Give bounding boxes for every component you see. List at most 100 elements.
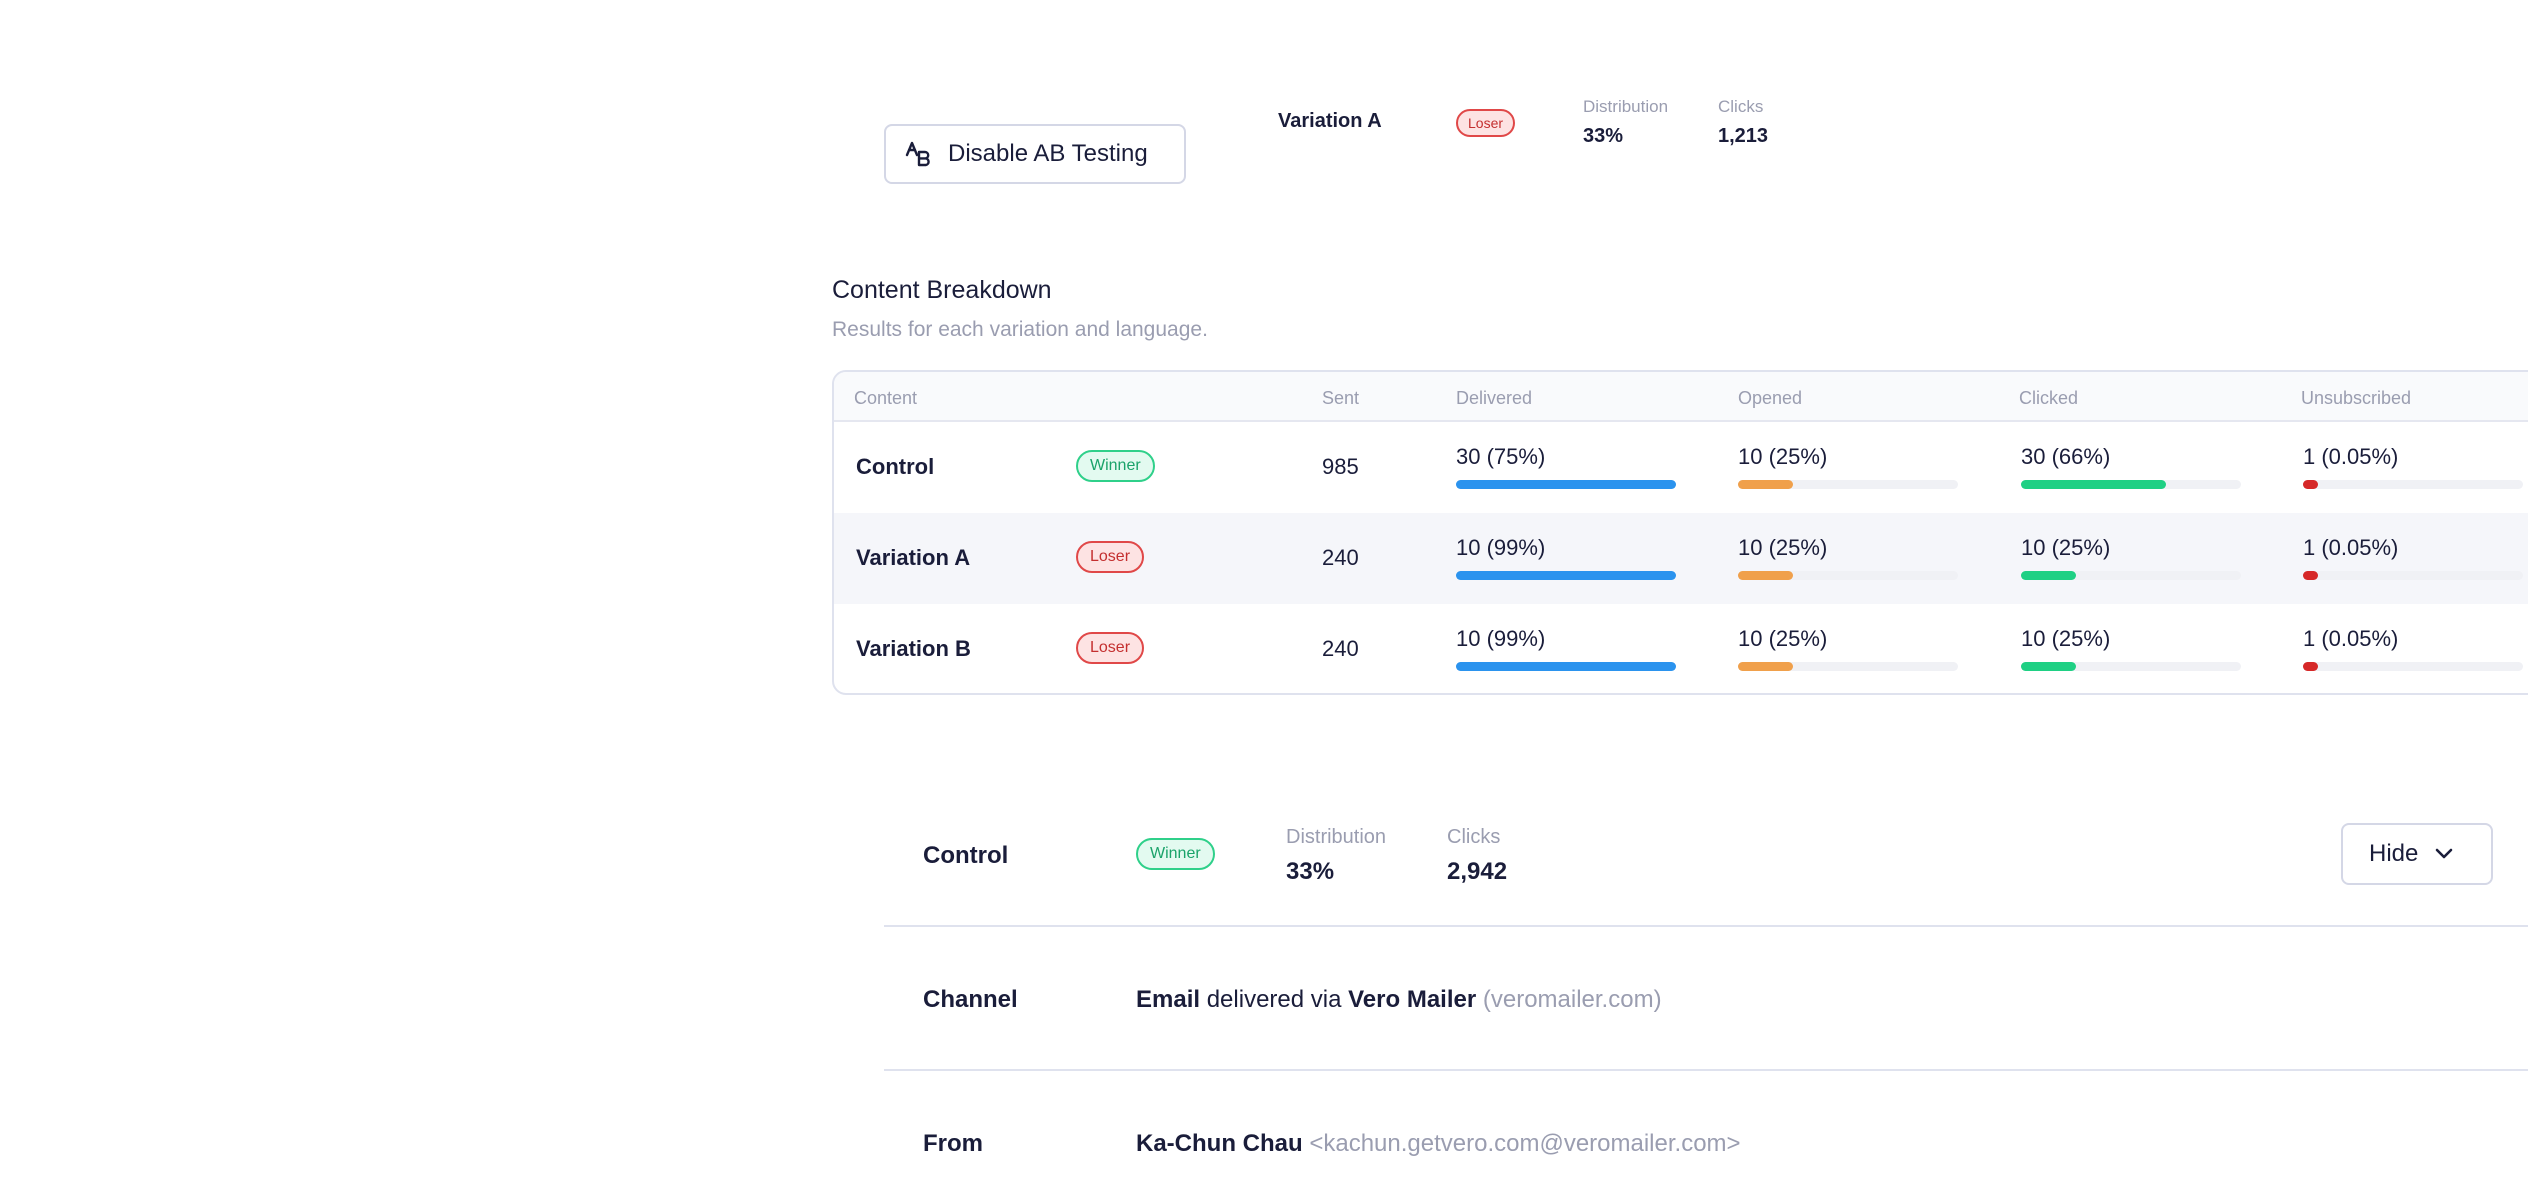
opened-progress-track bbox=[1738, 571, 1958, 580]
disable-ab-testing-label: Disable AB Testing bbox=[948, 140, 1148, 167]
channel-value: Email delivered via Vero Mailer (veromai… bbox=[1136, 986, 1662, 1014]
row-unsubscribed: 1 (0.05%) bbox=[2303, 535, 2525, 580]
delivered-progress-fill bbox=[1456, 480, 1676, 489]
delivered-progress-track bbox=[1456, 571, 1676, 580]
variation-detail-name: Control bbox=[923, 842, 1009, 869]
clicked-progress-fill bbox=[2021, 662, 2076, 671]
channel-label: Channel bbox=[923, 986, 1018, 1013]
hide-button-label: Hide bbox=[2369, 840, 2419, 867]
top-status-badge: Loser bbox=[1456, 109, 1516, 137]
opened-progress-track bbox=[1738, 480, 1958, 489]
hide-button[interactable]: Hide bbox=[2341, 823, 2493, 885]
row-content-name: Variation B bbox=[856, 636, 971, 661]
ab-test-icon bbox=[905, 141, 930, 167]
delivered-value: 10 (99%) bbox=[1456, 535, 1546, 560]
clicked-progress-fill bbox=[2021, 480, 2167, 489]
delivered-value: 30 (75%) bbox=[1456, 444, 1546, 469]
variation-detail-badge: Winner bbox=[1136, 838, 1215, 870]
row-delivered: 30 (75%) bbox=[1456, 444, 1678, 489]
row-unsubscribed: 1 (0.05%) bbox=[2303, 626, 2525, 671]
channel-type: Email bbox=[1136, 986, 1201, 1013]
channel-domain: (veromailer.com) bbox=[1482, 986, 1662, 1013]
row-clicked: 10 (25%) bbox=[2021, 535, 2243, 580]
row-opened: 10 (25%) bbox=[1738, 535, 1960, 580]
row-sent-value: 240 bbox=[1322, 545, 1359, 570]
clicked-progress-track bbox=[2021, 662, 2241, 671]
delivered-progress-fill bbox=[1456, 571, 1676, 580]
row-delivered: 10 (99%) bbox=[1456, 535, 1678, 580]
header-opened: Opened bbox=[1738, 388, 1803, 408]
clicked-value: 10 (25%) bbox=[2021, 535, 2111, 560]
row-status-badge: Loser bbox=[1076, 632, 1145, 664]
clicked-value: 30 (66%) bbox=[2021, 444, 2111, 469]
delivered-value: 10 (99%) bbox=[1456, 626, 1546, 651]
detail-clicks-value: 2,942 bbox=[1447, 858, 1508, 885]
from-value: Ka-Chun Chau <kachun.getvero.com@veromai… bbox=[1136, 1130, 1741, 1158]
row-content-name: Variation A bbox=[856, 545, 971, 570]
top-distribution-value: 33% bbox=[1583, 125, 1624, 147]
table-header: Content Sent Delivered Opened Clicked Un… bbox=[834, 372, 2528, 422]
header-unsubscribed: Unsubscribed bbox=[2301, 388, 2412, 408]
content-breakdown-subtitle: Results for each variation and language. bbox=[832, 318, 1208, 341]
row-delivered: 10 (99%) bbox=[1456, 626, 1678, 671]
opened-progress-fill bbox=[1738, 571, 1793, 580]
header-clicked: Clicked bbox=[2019, 388, 2079, 408]
clicked-value: 10 (25%) bbox=[2021, 626, 2111, 651]
unsubscribed-value: 1 (0.05%) bbox=[2303, 444, 2399, 469]
content-breakdown-table: Content Sent Delivered Opened Clicked Un… bbox=[832, 370, 2528, 695]
header-delivered: Delivered bbox=[1456, 388, 1533, 408]
content-breakdown-title: Content Breakdown bbox=[832, 276, 1052, 304]
unsubscribed-progress-track bbox=[2303, 480, 2523, 489]
row-opened: 10 (25%) bbox=[1738, 444, 1960, 489]
row-unsubscribed: 1 (0.05%) bbox=[2303, 444, 2525, 489]
opened-progress-track bbox=[1738, 662, 1958, 671]
unsubscribed-progress-fill bbox=[2303, 480, 2319, 489]
row-status-badge: Winner bbox=[1076, 450, 1155, 482]
opened-progress-fill bbox=[1738, 662, 1793, 671]
header-sent: Sent bbox=[1322, 388, 1360, 408]
unsubscribed-progress-track bbox=[2303, 571, 2523, 580]
unsubscribed-value: 1 (0.05%) bbox=[2303, 626, 2399, 651]
top-clicks-value: 1,213 bbox=[1718, 125, 1769, 147]
row-clicked: 10 (25%) bbox=[2021, 626, 2243, 671]
table-row[interactable]: Variation A Loser 240 10 (99%) 10 (25%) … bbox=[834, 513, 2528, 604]
top-variation-name: Variation A bbox=[1278, 110, 1382, 132]
row-opened: 10 (25%) bbox=[1738, 626, 1960, 671]
detail-clicks-label: Clicks bbox=[1447, 826, 1501, 848]
channel-provider: Vero Mailer bbox=[1348, 986, 1477, 1013]
header-content: Content bbox=[854, 388, 918, 408]
unsubscribed-progress-fill bbox=[2303, 571, 2319, 580]
opened-value: 10 (25%) bbox=[1738, 444, 1828, 469]
row-sent-value: 985 bbox=[1322, 454, 1359, 479]
divider bbox=[884, 1069, 2528, 1071]
unsubscribed-progress-fill bbox=[2303, 662, 2319, 671]
opened-value: 10 (25%) bbox=[1738, 535, 1828, 560]
row-sent-value: 240 bbox=[1322, 636, 1359, 661]
from-label: From bbox=[923, 1130, 983, 1157]
unsubscribed-progress-track bbox=[2303, 662, 2523, 671]
delivered-progress-track bbox=[1456, 662, 1676, 671]
delivered-progress-fill bbox=[1456, 662, 1676, 671]
table-row[interactable]: Control Winner 985 30 (75%) 10 (25%) 30 … bbox=[834, 422, 2528, 513]
unsubscribed-value: 1 (0.05%) bbox=[2303, 535, 2399, 560]
top-clicks-label: Clicks bbox=[1718, 97, 1764, 116]
opened-value: 10 (25%) bbox=[1738, 626, 1828, 651]
top-distribution-label: Distribution bbox=[1583, 97, 1669, 116]
detail-distribution-value: 33% bbox=[1286, 858, 1335, 885]
from-name: Ka-Chun Chau bbox=[1136, 1130, 1303, 1157]
delivered-progress-track bbox=[1456, 480, 1676, 489]
chevron-down-icon bbox=[2436, 848, 2453, 859]
clicked-progress-track bbox=[2021, 571, 2241, 580]
table-row[interactable]: Variation B Loser 240 10 (99%) 10 (25%) … bbox=[834, 604, 2528, 693]
row-content-name: Control bbox=[856, 454, 935, 479]
row-clicked: 30 (66%) bbox=[2021, 444, 2243, 489]
disable-ab-testing-button[interactable]: Disable AB Testing bbox=[884, 124, 1186, 184]
opened-progress-fill bbox=[1738, 480, 1793, 489]
divider bbox=[884, 925, 2528, 927]
clicked-progress-track bbox=[2021, 480, 2241, 489]
row-status-badge: Loser bbox=[1076, 541, 1145, 573]
clicked-progress-fill bbox=[2021, 571, 2076, 580]
channel-via-text: delivered via bbox=[1206, 986, 1342, 1013]
from-email: <kachun.getvero.com@veromailer.com> bbox=[1309, 1130, 1741, 1157]
detail-distribution-label: Distribution bbox=[1286, 826, 1387, 848]
